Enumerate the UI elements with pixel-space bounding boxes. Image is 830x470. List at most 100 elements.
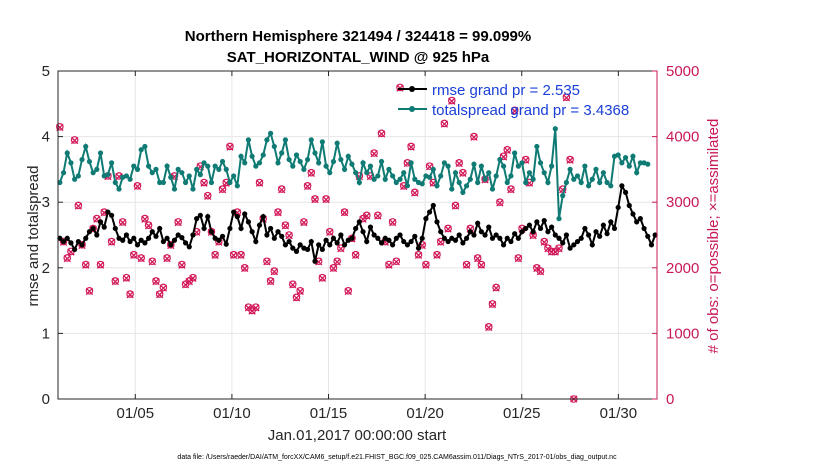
rmse-point	[275, 229, 281, 235]
obs-assimilated-stroke	[503, 146, 511, 155]
totalspread-point	[238, 153, 244, 159]
obs-possible-point	[155, 290, 164, 298]
obs-possible-point	[159, 283, 168, 292]
totalspread-line	[58, 128, 649, 219]
totalspread-point	[419, 181, 425, 187]
obs-assimilated-point	[111, 277, 119, 286]
obs-possible-point	[163, 254, 171, 262]
obs-assimilated-point	[562, 94, 571, 102]
rmse-point	[216, 237, 222, 243]
totalspread-point	[412, 176, 418, 182]
obs-assimilated-stroke	[156, 291, 164, 299]
totalspread-point	[589, 176, 595, 182]
totalspread-point	[567, 166, 573, 172]
rmse-point	[271, 235, 277, 241]
totalspread-point	[197, 172, 203, 178]
rmse-point	[582, 225, 588, 232]
obs-assimilated-stroke	[237, 251, 245, 259]
totalspread-point	[256, 160, 263, 166]
obs-assimilated-stroke	[130, 251, 138, 259]
totalspread-point	[438, 173, 444, 179]
rmse-point	[604, 231, 610, 237]
obs-assimilated-point	[455, 159, 463, 168]
totalspread-point	[131, 163, 137, 169]
obs-assimilated-stroke	[137, 254, 145, 263]
obs-assimilated-stroke	[229, 251, 238, 259]
totalspread-point	[449, 186, 455, 192]
obs-assimilated-stroke	[96, 261, 105, 269]
rmse-point	[549, 224, 555, 230]
rmse-point	[231, 209, 237, 215]
rmse-point	[249, 229, 255, 235]
rmse-point	[112, 225, 118, 232]
rmse-point	[556, 235, 562, 241]
y-axis-label-right: # of obs: o=possible; ×=assimilated	[705, 119, 722, 354]
rmse-point	[386, 237, 392, 243]
obs-assimilated-stroke	[200, 179, 208, 187]
rmse-point	[634, 219, 640, 225]
obs-assimilated-stroke	[459, 169, 467, 177]
totalspread-point	[375, 173, 381, 179]
totalspread-point	[597, 179, 603, 186]
obs-assimilated-point	[141, 215, 149, 223]
totalspread-point	[467, 176, 473, 182]
x-tick-label: 01/05	[117, 405, 155, 422]
totalspread-point	[512, 150, 518, 156]
rmse-point	[279, 233, 285, 239]
obs-assimilated-point	[163, 254, 171, 263]
totalspread-point	[482, 176, 488, 182]
rmse-point	[290, 245, 296, 251]
rmse-point	[145, 235, 152, 241]
rmse-point	[75, 238, 81, 245]
obs-possible-point	[470, 132, 478, 141]
totalspread-point	[330, 158, 337, 165]
rmse-point	[68, 240, 74, 246]
totalspread-point	[371, 176, 377, 182]
obs-possible-point	[440, 119, 449, 128]
totalspread-point	[382, 176, 388, 182]
obs-assimilated-stroke	[536, 268, 545, 276]
obs-assimilated-point	[241, 264, 249, 273]
obs-assimilated-point	[204, 192, 212, 200]
rmse-point	[316, 242, 322, 248]
totalspread-point	[175, 166, 181, 172]
totalspread-point	[497, 156, 503, 163]
obs-assimilated-stroke	[270, 268, 278, 276]
obs-assimilated-point	[388, 218, 397, 227]
obs-assimilated-point	[514, 254, 523, 263]
y-tick-label-left: 4	[42, 129, 50, 146]
obs-assimilated-stroke	[488, 300, 497, 309]
obs-possible-point	[255, 178, 264, 187]
obs-possible-point	[166, 241, 175, 249]
rmse-point	[242, 211, 248, 217]
obs-assimilated-stroke	[133, 182, 142, 191]
obs-possible-point	[303, 182, 312, 190]
rmse-point	[585, 232, 592, 238]
obs-possible-point	[407, 142, 415, 151]
obs-assimilated-point	[385, 261, 393, 269]
obs-possible-point	[274, 208, 282, 216]
obs-assimilated-point	[488, 300, 497, 309]
totalspread-point	[64, 150, 70, 156]
rmse-point	[175, 232, 181, 238]
totalspread-point	[401, 170, 407, 176]
rmse-point	[608, 219, 614, 225]
obs-possible-point	[189, 273, 197, 282]
obs-assimilated-point	[178, 261, 186, 269]
rmse-point	[593, 229, 599, 235]
rmse-point	[201, 225, 207, 232]
obs-assimilated-stroke	[433, 251, 441, 259]
rmse-point	[101, 224, 107, 230]
totalspread-point	[593, 166, 599, 172]
totalspread-point	[622, 154, 629, 161]
obs-assimilated-point	[229, 251, 238, 259]
obs-assimilated-stroke	[540, 238, 548, 246]
rmse-point	[256, 222, 263, 228]
totalspread-point	[60, 170, 67, 176]
totalspread-point	[57, 179, 63, 186]
obs-possible-point	[484, 323, 493, 331]
obs-possible-point	[566, 155, 574, 164]
obs-possible-point	[455, 159, 463, 167]
totalspread-point	[508, 173, 514, 179]
